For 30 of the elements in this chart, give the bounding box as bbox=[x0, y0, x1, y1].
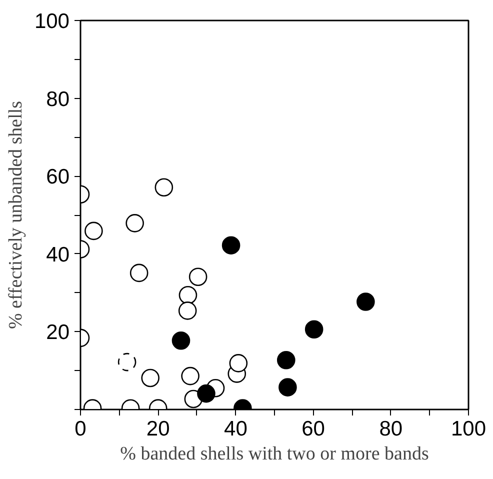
point bbox=[304, 320, 324, 338]
point bbox=[126, 214, 144, 232]
point bbox=[276, 350, 296, 370]
y-axis-title: % effectively unbanded shells bbox=[5, 100, 26, 330]
x-tick-label: 40 bbox=[224, 418, 248, 440]
point bbox=[178, 286, 198, 304]
x-axis-title: % banded shells with two or more bands bbox=[120, 444, 429, 464]
y-tick-label: 100 bbox=[34, 10, 70, 33]
point bbox=[172, 332, 190, 350]
point bbox=[278, 378, 297, 396]
point bbox=[188, 268, 208, 286]
x-tick-label: 0 bbox=[74, 418, 86, 440]
point bbox=[197, 384, 216, 403]
x-tick-label: 20 bbox=[146, 418, 170, 440]
point bbox=[181, 366, 200, 386]
point bbox=[84, 222, 103, 240]
point bbox=[222, 236, 240, 254]
point bbox=[154, 178, 174, 197]
point bbox=[141, 368, 160, 388]
x-tick-label: 100 bbox=[450, 418, 486, 440]
y-tick-label: 20 bbox=[46, 321, 70, 344]
point bbox=[356, 292, 375, 311]
y-tick-label: 80 bbox=[46, 88, 70, 111]
x-tick-label: 80 bbox=[379, 418, 403, 440]
point bbox=[130, 264, 148, 282]
y-tick-label: 40 bbox=[46, 243, 70, 266]
point bbox=[178, 302, 197, 320]
x-tick-label: 60 bbox=[302, 418, 325, 440]
y-tick-label: 60 bbox=[46, 166, 70, 189]
point bbox=[229, 354, 248, 372]
